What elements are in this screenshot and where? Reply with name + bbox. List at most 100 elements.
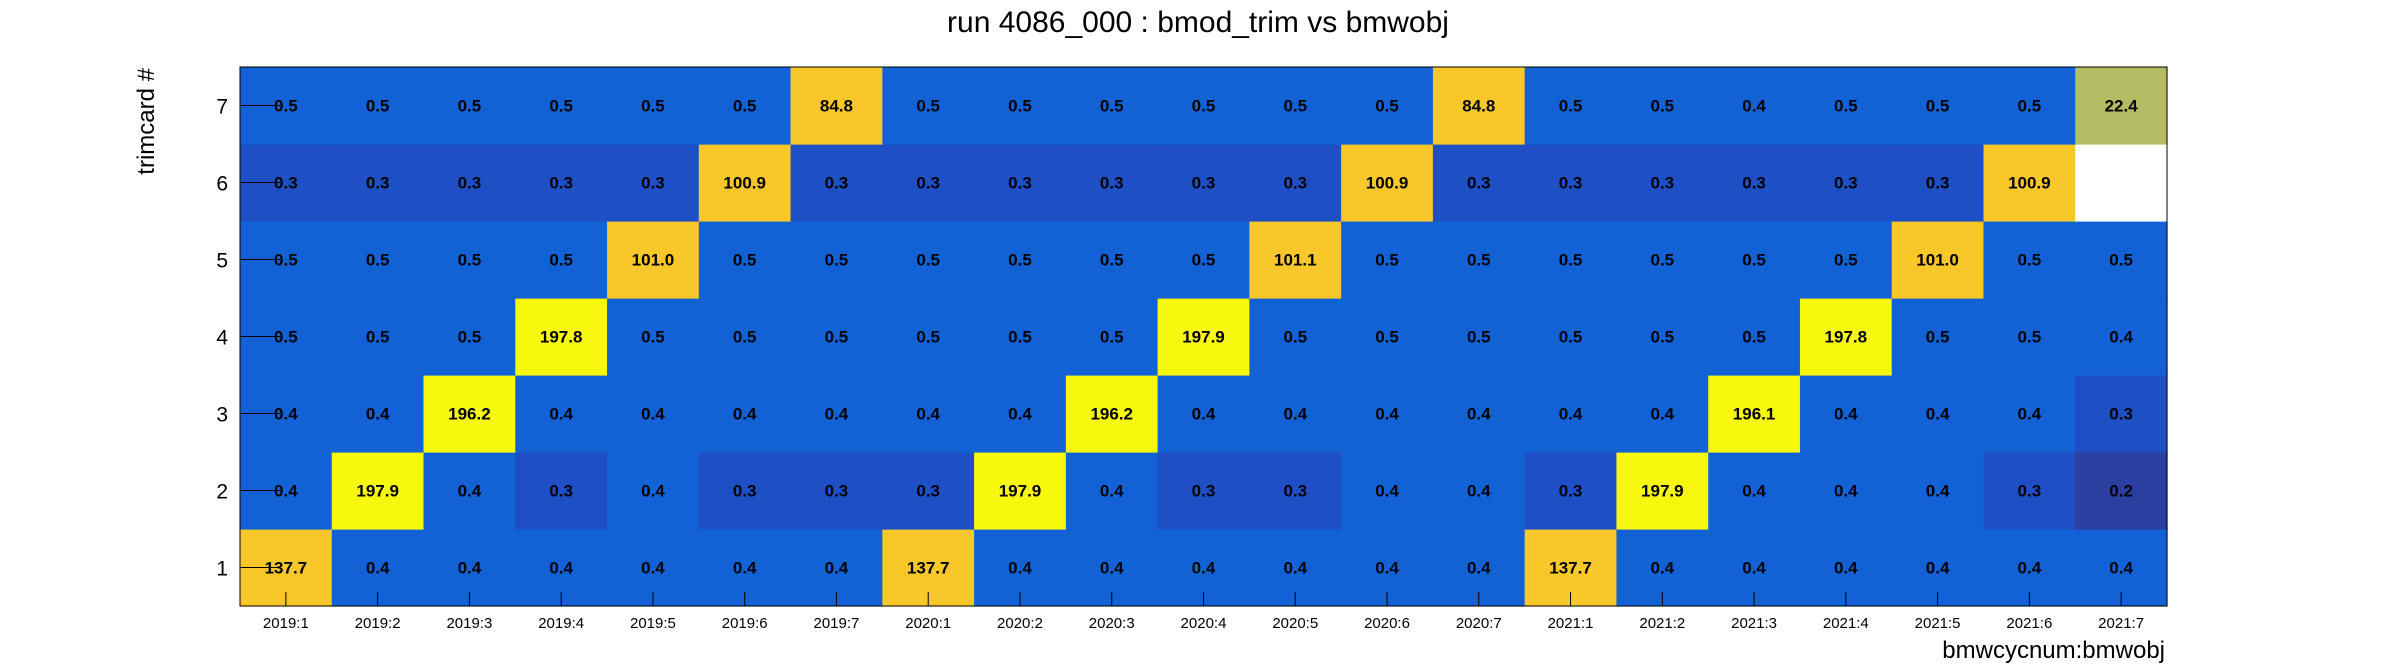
heatmap-cell — [331, 452, 425, 530]
cell-value-label: 0.3 — [641, 174, 665, 193]
cell-value-label: 0.5 — [366, 328, 390, 347]
cell-value-label: 137.7 — [907, 559, 950, 578]
heatmap-cell — [2075, 221, 2168, 299]
heatmap-cell — [974, 298, 1067, 376]
x-tick-label: 2021:3 — [1731, 615, 1777, 632]
cell-value-label: 0.4 — [1742, 559, 1766, 578]
heatmap-cell — [1799, 144, 1893, 222]
cell-value-label: 0.5 — [916, 97, 940, 116]
cell-value-label: 0.4 — [1834, 482, 1858, 501]
heatmap-cell — [331, 221, 425, 299]
heatmap-cell — [1157, 144, 1250, 222]
cell-value-label: 0.4 — [274, 482, 298, 501]
cell-value-label: 0.4 — [916, 405, 940, 424]
heatmap-cell — [1983, 375, 2076, 453]
cell-value-label: 0.5 — [458, 328, 482, 347]
cell-value-label: 0.5 — [1192, 251, 1216, 270]
cell-value-label: 0.4 — [641, 405, 665, 424]
cell-value-label: 0.3 — [549, 174, 573, 193]
heatmap-cell — [607, 298, 700, 376]
cell-value-label: 0.5 — [1375, 328, 1399, 347]
heatmap-cell — [1341, 67, 1434, 145]
cell-value-label: 0.3 — [1192, 482, 1216, 501]
cell-value-label: 0.4 — [1375, 482, 1399, 501]
cell-value-label: 0.5 — [274, 97, 298, 116]
heatmap-cell — [1249, 298, 1342, 376]
cell-value-label: 0.4 — [1926, 405, 1950, 424]
heatmap-cell — [1524, 144, 1618, 222]
cell-value-label: 0.4 — [1742, 482, 1766, 501]
heatmap-cell — [1708, 452, 1801, 530]
cell-value-label: 0.4 — [1559, 405, 1583, 424]
heatmap-cell — [515, 375, 608, 453]
cell-value-label: 0.4 — [733, 559, 757, 578]
cell-value-label: 0.4 — [549, 405, 573, 424]
heatmap-cell — [607, 144, 700, 222]
heatmap-cell — [698, 452, 792, 530]
cell-value-label: 0.5 — [549, 97, 573, 116]
cell-value-label: 0.4 — [366, 405, 390, 424]
cell-value-label: 0.4 — [2109, 328, 2133, 347]
heatmap-cell — [1524, 221, 1618, 299]
heatmap-cell — [423, 452, 516, 530]
y-tick-label: 1 — [216, 558, 228, 581]
x-tick-label: 2021:7 — [2098, 615, 2144, 632]
chart-title: run 4086_000 : bmod_trim vs bmwobj — [947, 6, 1449, 39]
heatmap-cell — [1708, 221, 1801, 299]
heatmap-cell — [2075, 67, 2168, 145]
cell-value-label: 0.5 — [549, 251, 573, 270]
heatmap-cell — [882, 375, 975, 453]
heatmap-cell — [607, 221, 700, 299]
cell-value-label: 0.4 — [1467, 559, 1491, 578]
plot-frame — [239, 66, 2168, 607]
heatmap-cell — [423, 375, 516, 453]
cell-value-label: 0.5 — [1559, 97, 1583, 116]
y-axis-title: trimcard # — [133, 67, 160, 174]
heatmap-cell — [1891, 298, 1985, 376]
cell-value-label: 0.4 — [1192, 405, 1216, 424]
cell-value-label: 0.4 — [2018, 405, 2042, 424]
heatmap-cell — [790, 298, 883, 376]
cell-value-label: 0.4 — [1834, 405, 1858, 424]
cell-value-label: 0.4 — [1926, 559, 1950, 578]
x-tick-label: 2021:1 — [1548, 615, 1594, 632]
cell-value-label: 0.4 — [733, 405, 757, 424]
heatmap-cell — [1249, 67, 1342, 145]
heatmap-cell — [698, 144, 792, 222]
cell-value-label: 0.5 — [1192, 97, 1216, 116]
cell-value-label: 0.4 — [1008, 559, 1032, 578]
cell-value-label: 100.9 — [1366, 174, 1409, 193]
heatmap-cell — [1065, 144, 1159, 222]
heatmap-cell — [1524, 298, 1618, 376]
heatmap-cell — [790, 67, 883, 145]
cell-value-label: 100.9 — [2008, 174, 2051, 193]
heatmap-cell — [1616, 221, 1709, 299]
x-tick-label: 2021:4 — [1823, 615, 1869, 632]
heatmap-cell — [974, 67, 1067, 145]
cell-value-label: 0.5 — [1559, 251, 1583, 270]
cell-value-label: 0.4 — [1650, 405, 1674, 424]
heatmap-cell — [698, 67, 792, 145]
heatmap-cell — [423, 221, 516, 299]
x-axis: 2019:1 2019:2 2019:3 2019:4 2019:5 2019:6 2019… — [263, 592, 2144, 632]
heatmap-cell — [1799, 221, 1893, 299]
heatmap-cell — [1983, 144, 2076, 222]
cell-value-label: 0.4 — [1100, 482, 1124, 501]
cell-value-label: 0.5 — [1650, 251, 1674, 270]
cell-value-label: 0.5 — [2018, 328, 2042, 347]
heatmap-cell — [1891, 67, 1985, 145]
cell-value-label: 0.5 — [366, 97, 390, 116]
heatmap-cell — [515, 452, 608, 530]
cell-value-label: 0.4 — [1375, 559, 1399, 578]
heatmap-cell — [607, 375, 700, 453]
cell-value-label: 0.3 — [2018, 482, 2042, 501]
heatmap-cell — [1891, 452, 1985, 530]
cell-value-label: 0.5 — [1008, 97, 1032, 116]
x-tick-label: 2019:6 — [722, 615, 768, 632]
heatmap-cell — [2075, 298, 2168, 376]
cell-value-label: 0.4 — [1467, 405, 1491, 424]
heatmap-cell — [1065, 452, 1159, 530]
heatmap-cell — [882, 221, 975, 299]
cell-value-label: 0.4 — [1926, 482, 1950, 501]
